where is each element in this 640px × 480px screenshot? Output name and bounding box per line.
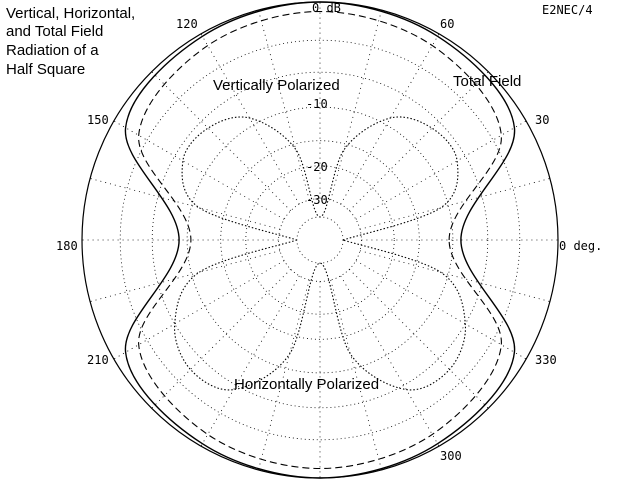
ring-label-minus30: -30 <box>306 193 328 207</box>
series-label-horizontal: Horizontally Polarized <box>234 376 379 393</box>
grid-ring-3 <box>186 106 454 374</box>
series-label-vertical: Vertically Polarized <box>213 77 340 94</box>
grid-spoke-210 <box>113 260 285 360</box>
chart-title-line-2: and Total Field <box>6 23 103 40</box>
angle-label-60: 60 <box>440 17 454 31</box>
chart-title-line-4: Half Square <box>6 61 85 78</box>
trace-vertically-polarized <box>181 116 459 241</box>
grid-ring-7 <box>296 216 344 264</box>
grid-spoke-75 <box>330 9 382 201</box>
angle-label-150: 150 <box>87 113 109 127</box>
grid-spoke-30 <box>355 120 527 220</box>
grid-spoke-45 <box>349 71 489 211</box>
angle-label-210: 210 <box>87 353 109 367</box>
grid-spoke-195 <box>89 250 281 302</box>
ring-label-minus20: -20 <box>306 160 328 174</box>
grid-spoke-330 <box>355 260 527 360</box>
grid-spoke-240 <box>200 275 300 447</box>
grid-ring-2 <box>151 71 489 409</box>
angle-label-330: 330 <box>535 353 557 367</box>
chart-title-line-3: Radiation of a <box>6 42 99 59</box>
grid-spoke-15 <box>359 178 551 230</box>
grid-spoke-60 <box>340 33 440 205</box>
grid-spoke-255 <box>258 279 310 471</box>
grid-spoke-345 <box>359 250 551 302</box>
trace-horizontally-polarized <box>174 239 466 391</box>
grid-ring-6 <box>278 198 362 282</box>
grid-spoke-285 <box>330 279 382 471</box>
software-label: E2NEC/4 <box>542 3 593 17</box>
grid-spoke-165 <box>89 178 281 230</box>
grid-spoke-105 <box>258 9 310 201</box>
angle-label-120: 120 <box>176 17 198 31</box>
angle-label-30: 30 <box>535 113 549 127</box>
grid-spoke-150 <box>113 120 285 220</box>
angle-label-180: 180 <box>56 239 78 253</box>
chart-title-line-1: Vertical, Horizontal, <box>6 5 135 22</box>
angle-label-0: 0 deg. <box>559 239 602 253</box>
grid-ring-5 <box>245 165 395 315</box>
grid-ring-1 <box>119 39 521 441</box>
grid-spoke-120 <box>200 33 300 205</box>
ring-label-minus10: -10 <box>306 97 328 111</box>
angle-label-300: 300 <box>440 449 462 463</box>
series-label-total: Total Field <box>453 73 521 90</box>
trace-total-field <box>124 1 516 479</box>
ring-label-0db: 0 dB <box>312 1 341 15</box>
grid-ring-4 <box>220 140 420 340</box>
pattern-traces <box>124 1 516 479</box>
trace-total-field-dashed <box>138 10 502 470</box>
